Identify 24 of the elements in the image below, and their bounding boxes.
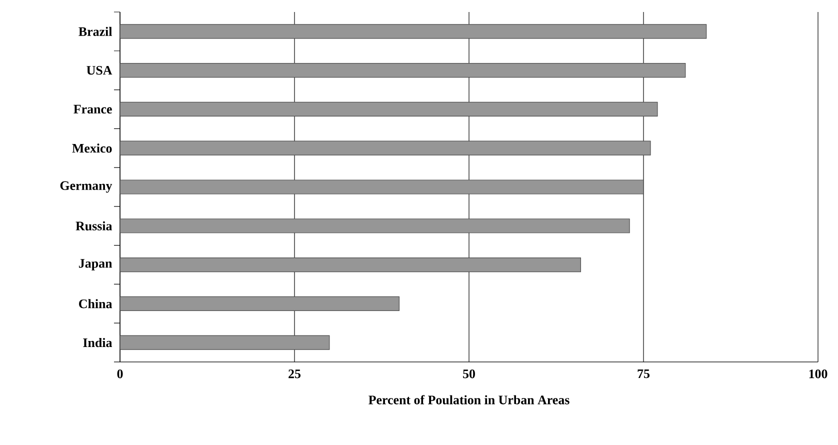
bar [120, 335, 330, 350]
bar [120, 257, 581, 272]
y-tick-label: USA [86, 66, 112, 75]
bar [120, 140, 651, 156]
bar [120, 180, 644, 194]
y-tick-label: Mexico [72, 144, 112, 153]
y-tick-label: China [79, 299, 112, 308]
x-tick-label: 100 [809, 370, 828, 378]
y-tick-label: Germany [60, 181, 112, 193]
y-tick-label: Brazil [78, 26, 112, 36]
y-tick-label: Japan [78, 259, 112, 270]
bar [120, 24, 707, 39]
x-tick-label: 0 [117, 370, 123, 378]
y-tick-label: France [74, 104, 112, 114]
bar [120, 102, 658, 117]
x-tick-label: 75 [638, 370, 650, 378]
bar [120, 296, 400, 311]
y-tick-label: India [83, 338, 112, 348]
x-tick-label: 50 [463, 370, 475, 378]
bar [120, 63, 686, 78]
x-axis-title: Percent of Poulation in Urban Areas [368, 395, 570, 404]
bar [120, 218, 630, 234]
x-tick-label: 25 [288, 370, 301, 378]
y-tick-label: Russia [76, 221, 112, 230]
